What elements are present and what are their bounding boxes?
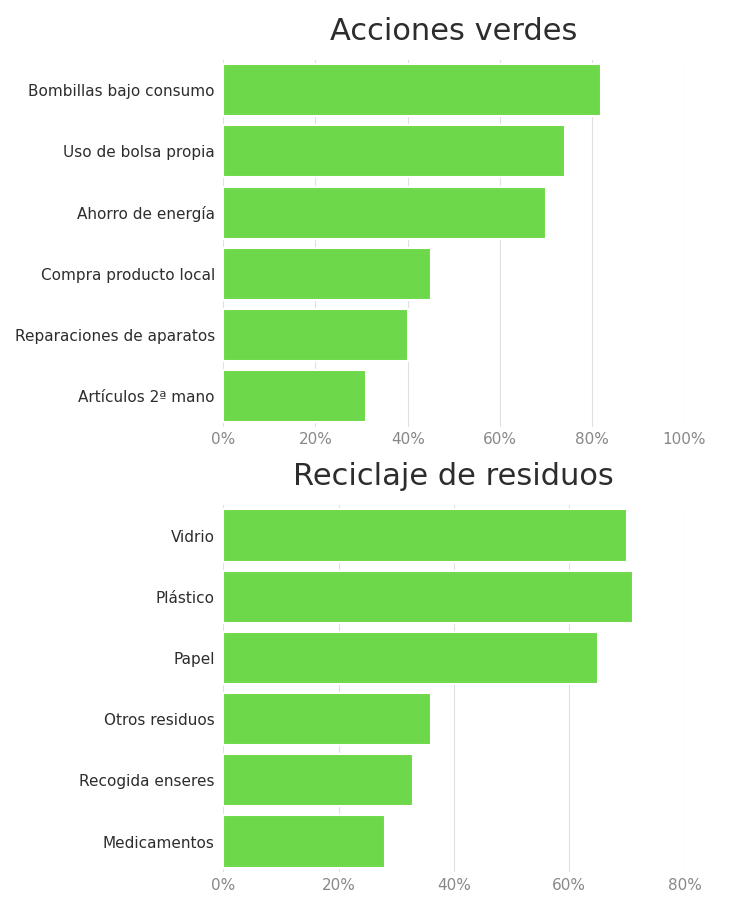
Bar	[223, 693, 431, 745]
Bar	[223, 815, 385, 868]
Bar	[223, 571, 632, 622]
Bar	[223, 370, 366, 422]
Bar	[223, 186, 546, 239]
Title: Reciclaje de residuos: Reciclaje de residuos	[293, 463, 615, 491]
Bar	[223, 755, 414, 806]
Bar	[223, 309, 408, 361]
Bar	[223, 126, 565, 177]
Bar	[223, 248, 431, 300]
Title: Acciones verdes: Acciones verdes	[330, 17, 577, 46]
Bar	[223, 632, 598, 684]
Bar	[223, 509, 626, 562]
Bar	[223, 64, 601, 117]
